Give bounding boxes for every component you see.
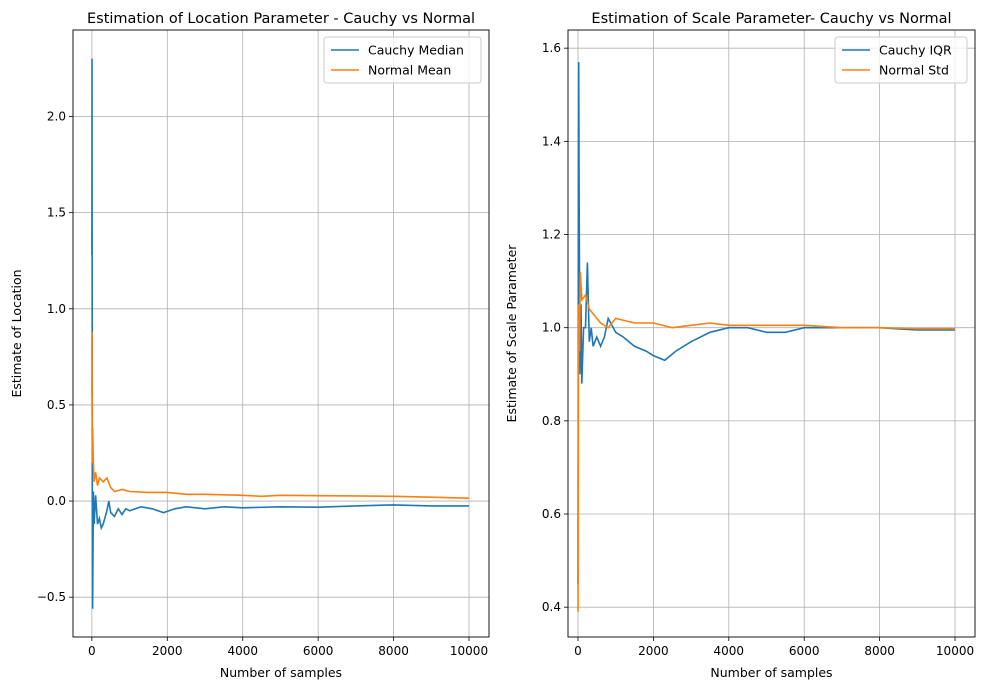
legend-label: Normal Mean <box>368 63 451 78</box>
legend-label: Normal Std <box>879 63 949 78</box>
x-tick-label: 10000 <box>450 644 488 658</box>
y-tick-label: −0.5 <box>37 590 66 604</box>
y-tick-label: 2.0 <box>47 110 66 124</box>
y-tick-label: 0.8 <box>542 414 561 428</box>
y-axis-label: Estimate of Location <box>9 269 24 397</box>
y-tick-label: 0.6 <box>542 507 561 521</box>
legend: Cauchy Median Normal Mean <box>323 36 482 84</box>
series-line-cauchy-median <box>91 58 469 609</box>
axes-frame <box>72 29 490 638</box>
legend-label: Cauchy Median <box>368 43 464 58</box>
y-tick-label: 0.5 <box>47 398 66 412</box>
y-tick-label: 1.6 <box>542 41 561 55</box>
series-line-normal-mean <box>91 331 470 499</box>
x-tick-label: 0 <box>574 644 582 658</box>
y-tick-label: 1.0 <box>47 302 66 316</box>
x-tick-label: 2000 <box>152 644 183 658</box>
x-axis-label: Number of samples <box>220 665 342 680</box>
y-tick-label: 1.2 <box>542 228 561 242</box>
x-tick-label: 6000 <box>789 644 820 658</box>
series-line-cauchy-iqr <box>577 62 955 584</box>
y-axis-label: Estimate of Scale Parameter <box>504 244 519 423</box>
x-axis-label: Number of samples <box>710 665 832 680</box>
x-tick-label: 8000 <box>378 644 409 658</box>
series-line-normal-std <box>577 271 955 612</box>
x-tick-label: 10000 <box>936 644 974 658</box>
y-tick-label: 1.4 <box>542 134 561 148</box>
axes-frame <box>567 29 976 638</box>
chart-title: Estimation of Scale Parameter- Cauchy vs… <box>591 11 951 27</box>
y-tick-label: 1.5 <box>47 206 66 220</box>
subplot-2: 0 2000 4000 6000 8000 10000 0.4 0.6 0.8 1.0 1.2 1.4… <box>504 11 976 680</box>
y-tick-label: 1.0 <box>542 321 561 335</box>
legend-label: Cauchy IQR <box>879 43 952 58</box>
x-tick-label: 4000 <box>714 644 745 658</box>
subplot-1: 0 2000 4000 6000 8000 10000 −0.5 0.0 0.5 1.0 1.5 2.… <box>9 11 490 680</box>
y-tick-label: 0.0 <box>47 494 66 508</box>
legend-box <box>323 36 482 84</box>
y-tick-label: 0.4 <box>542 600 561 614</box>
x-tick-label: 6000 <box>303 644 334 658</box>
x-tick-label: 4000 <box>227 644 258 658</box>
chart-title: Estimation of Location Parameter - Cauch… <box>87 11 475 27</box>
legend: Cauchy IQR Normal Std <box>834 36 968 84</box>
x-tick-label: 0 <box>88 644 96 658</box>
legend-box <box>834 36 968 84</box>
x-tick-label: 2000 <box>638 644 669 658</box>
x-tick-label: 8000 <box>864 644 895 658</box>
